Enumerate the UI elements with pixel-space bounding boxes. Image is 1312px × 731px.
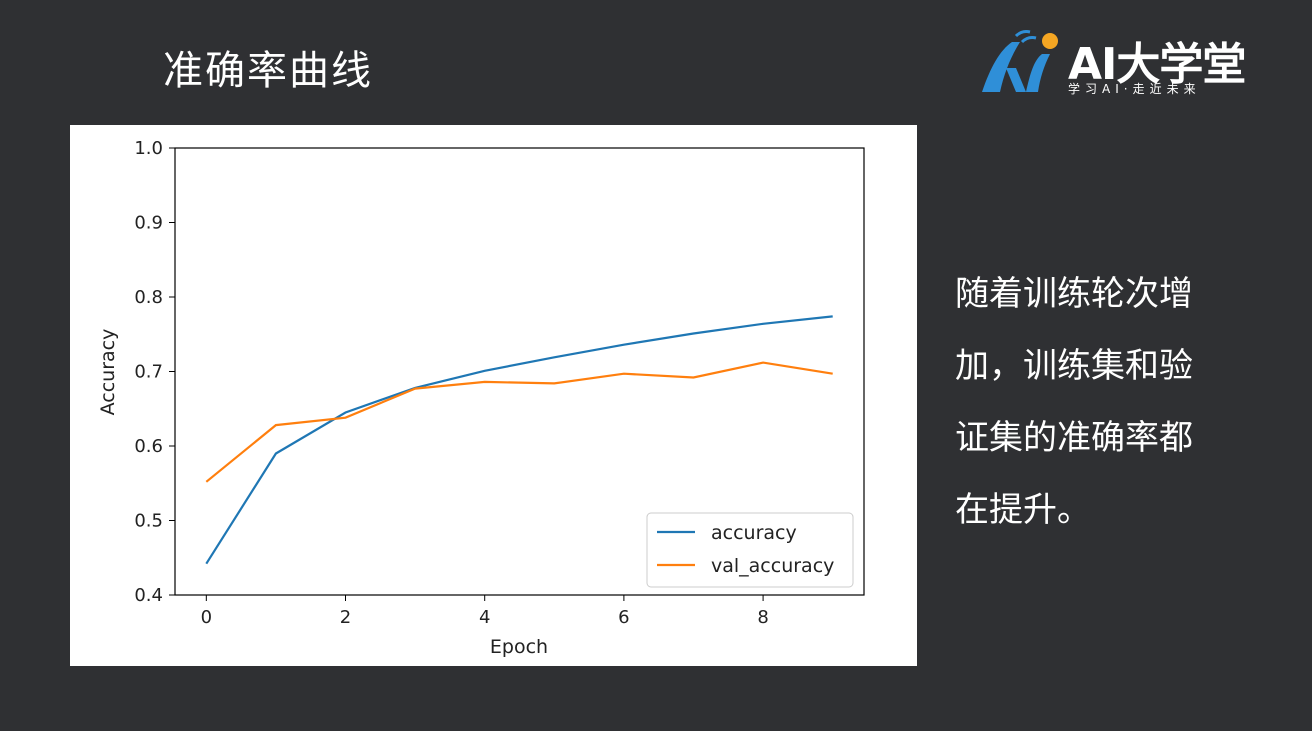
logo-subtitle: 学习AI·走近未来	[1068, 82, 1201, 96]
description-line: 证集的准确率都	[955, 418, 1193, 458]
y-tick-label: 0.4	[134, 585, 163, 606]
logo: AI大学堂 学习AI·走近未来	[976, 28, 1276, 100]
x-tick-label: 6	[618, 607, 629, 628]
legend-label-accuracy: accuracy	[711, 522, 797, 544]
chart-panel: 0.4 0.5 0.6 0.7 0.8 0.9 1.0 0 2 4 6 8 Epoch Accura…	[70, 125, 917, 666]
logo-text: AI大学堂	[1068, 39, 1246, 90]
y-tick-label: 1.0	[134, 138, 163, 159]
x-tick-label: 4	[479, 607, 490, 628]
x-tick-label: 8	[757, 607, 768, 628]
x-axis-label: Epoch	[490, 636, 548, 658]
y-axis-label: Accuracy	[97, 329, 119, 416]
y-tick-label: 0.7	[134, 362, 163, 383]
description: 随着训练轮次增 加，训练集和验 证集的准确率都 在提升。	[955, 258, 1245, 546]
description-line: 加，训练集和验	[955, 346, 1193, 386]
description-line: 在提升。	[955, 490, 1091, 530]
logo-mark-icon	[982, 30, 1058, 92]
y-tick-label: 0.8	[134, 287, 163, 308]
legend-label-val-accuracy: val_accuracy	[711, 555, 834, 577]
y-tick-label: 0.5	[134, 511, 163, 532]
y-tick-label: 0.6	[134, 436, 163, 457]
x-tick-label: 0	[201, 607, 212, 628]
chart-legend: accuracy val_accuracy	[646, 512, 854, 588]
y-tick-label: 0.9	[134, 213, 163, 234]
series-line-val-accuracy	[205, 361, 833, 483]
series-line-accuracy	[205, 315, 833, 565]
description-line: 随着训练轮次增	[955, 274, 1193, 314]
slide-title: 准确率曲线	[163, 48, 373, 94]
x-tick-label: 2	[340, 607, 351, 628]
legend-box	[646, 512, 854, 588]
accuracy-chart: 0.4 0.5 0.6 0.7 0.8 0.9 1.0 0 2 4 6 8 Epoch Accura…	[97, 138, 865, 658]
